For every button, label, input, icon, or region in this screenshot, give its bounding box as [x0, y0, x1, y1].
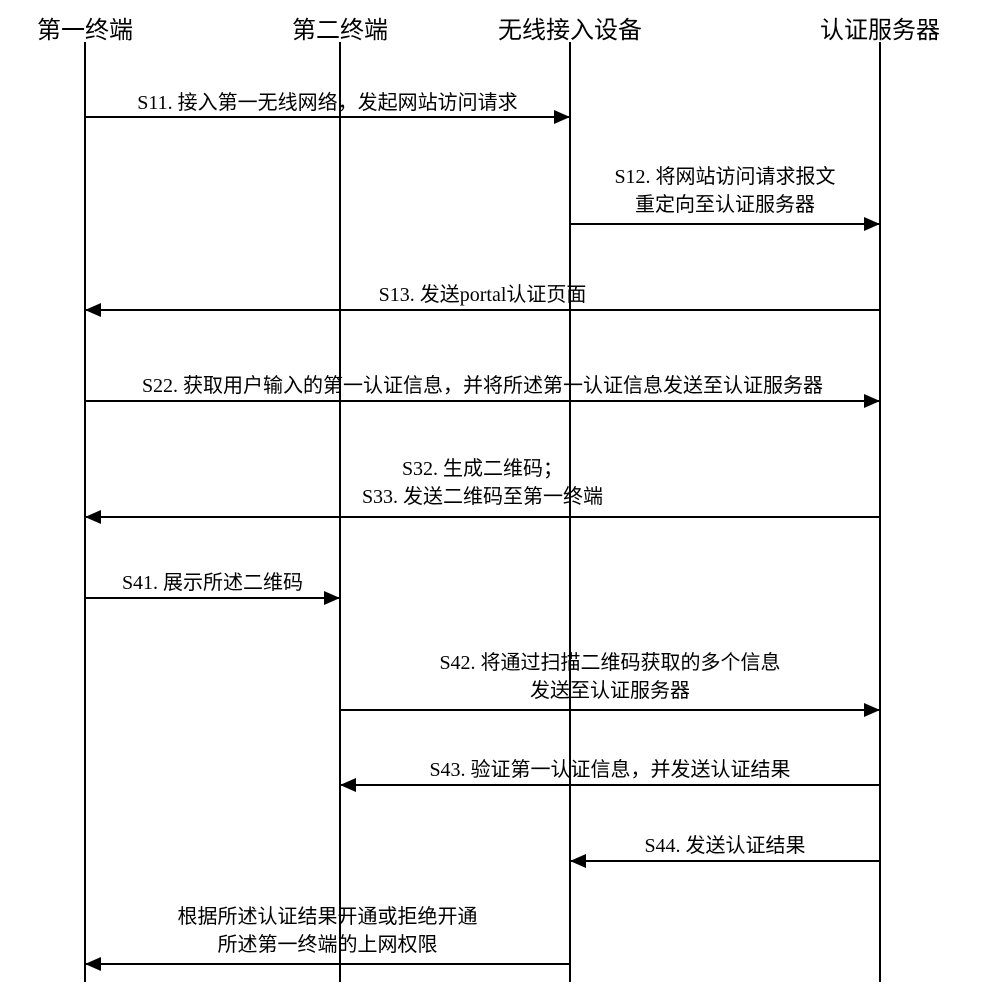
message-label-m1: S11. 接入第一无线网络，发起网站访问请求 [85, 89, 570, 117]
message-arrow-m2 [570, 223, 880, 225]
message-label-m5: S32. 生成二维码；S33. 发送二维码至第一终端 [85, 455, 880, 511]
participant-p4: 认证服务器 [820, 10, 940, 45]
arrow-head-m8 [340, 778, 356, 792]
message-label-m7: S42. 将通过扫描二维码获取的多个信息发送至认证服务器 [340, 649, 880, 705]
message-label-m2: S12. 将网站访问请求报文重定向至认证服务器 [570, 163, 880, 219]
arrow-head-m6 [324, 591, 340, 605]
lifeline-p2 [339, 42, 341, 982]
message-arrow-m10 [85, 963, 570, 965]
arrow-head-m1 [554, 110, 570, 124]
message-arrow-m6 [85, 597, 340, 599]
message-label-m6: S41. 展示所述二维码 [85, 569, 340, 597]
message-label-m10: 根据所述认证结果开通或拒绝开通所述第一终端的上网权限 [85, 903, 570, 959]
message-arrow-m1 [85, 116, 570, 118]
message-arrow-m8 [340, 784, 880, 786]
message-label-m9: S44. 发送认证结果 [570, 832, 880, 860]
arrow-head-m4 [864, 394, 880, 408]
participant-p2: 第二终端 [292, 10, 388, 45]
participant-p1: 第一终端 [37, 10, 133, 45]
arrow-head-m2 [864, 217, 880, 231]
message-arrow-m3 [85, 309, 880, 311]
message-label-m4: S22. 获取用户输入的第一认证信息，并将所述第一认证信息发送至认证服务器 [85, 372, 880, 400]
arrow-head-m5 [85, 510, 101, 524]
message-arrow-m7 [340, 709, 880, 711]
arrow-head-m10 [85, 957, 101, 971]
message-arrow-m5 [85, 516, 880, 518]
message-arrow-m4 [85, 400, 880, 402]
arrow-head-m3 [85, 303, 101, 317]
message-label-m8: S43. 验证第一认证信息，并发送认证结果 [340, 756, 880, 784]
arrow-head-m9 [570, 854, 586, 868]
message-label-m3: S13. 发送portal认证页面 [85, 281, 880, 309]
participant-p3: 无线接入设备 [498, 10, 642, 45]
message-arrow-m9 [570, 860, 880, 862]
arrow-head-m7 [864, 703, 880, 717]
